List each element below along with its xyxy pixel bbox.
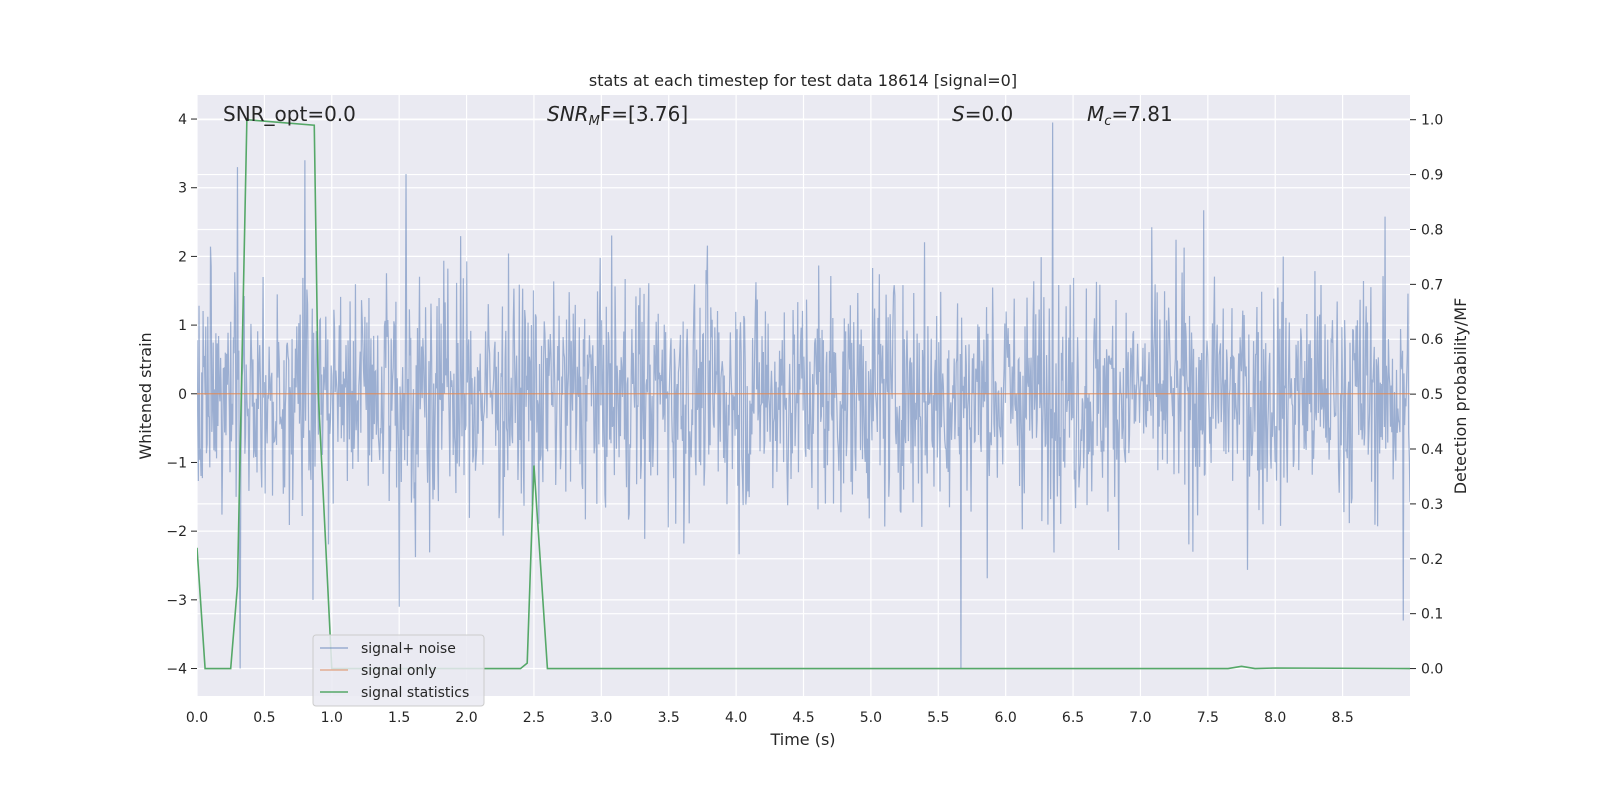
y-tick-label-left: −1 [166, 455, 187, 471]
x-tick-label: 5.0 [860, 710, 882, 726]
x-tick-label: 2.5 [523, 710, 545, 726]
annotation-mc-rest: =7.81 [1111, 102, 1172, 126]
y-tick-label-left: 2 [178, 249, 187, 265]
series-signal-statistics [197, 118, 1410, 670]
x-tick-label: 3.0 [590, 710, 612, 726]
y-tick-label-left: 3 [178, 181, 187, 197]
x-tick-label: 1.0 [321, 710, 343, 726]
plot-series [197, 118, 1410, 670]
annotation-s-rest: =0.0 [965, 102, 1014, 126]
x-tick-label: 1.5 [388, 710, 410, 726]
x-tick-label: 8.0 [1264, 710, 1286, 726]
y-axis-right-label: Detection probability/MF [1451, 298, 1470, 495]
x-tick-label: 8.5 [1331, 710, 1353, 726]
y-tick-label-left: −4 [166, 662, 187, 678]
x-tick-label: 3.5 [658, 710, 680, 726]
y-tick-label-right: 0.4 [1421, 442, 1443, 458]
annotation-mc: Mc=7.81 [1087, 102, 1173, 129]
annotation-snr-mf-name: SNR [547, 102, 589, 126]
annotation-snr-mf: SNRMF=[3.76] [547, 102, 688, 129]
y-axis-left-ticks: −4 −3 −2 −1 0 1 2 3 4 [166, 112, 197, 678]
y-tick-label-right: 0.1 [1421, 607, 1443, 623]
y-tick-label-right: 0.5 [1421, 387, 1443, 403]
annotation-snr-mf-rest: F=[3.76] [600, 102, 688, 126]
y-axis-right-ticks: 0.0 0.1 0.2 0.3 0.4 0.5 0.6 0.7 0.8 0.9 1.0 [1410, 113, 1443, 678]
x-tick-label: 4.5 [792, 710, 814, 726]
y-tick-label-left: 4 [178, 112, 187, 128]
legend-entry-signal-only: signal only [361, 663, 436, 679]
y-tick-label-left: 0 [178, 387, 187, 403]
y-tick-label-right: 0.3 [1421, 497, 1443, 513]
legend-entry-signal-statistics: signal statistics [361, 685, 469, 701]
y-tick-label-right: 0.2 [1421, 552, 1443, 568]
annotation-s-name: S [952, 102, 965, 126]
x-tick-label: 2.0 [455, 710, 477, 726]
y-tick-label-left: −2 [166, 524, 187, 540]
y-tick-label-right: 1.0 [1421, 113, 1443, 129]
x-tick-label: 7.0 [1129, 710, 1151, 726]
annotation-mc-sub: c [1104, 114, 1111, 129]
x-tick-label: 7.5 [1197, 710, 1219, 726]
x-tick-label: 6.5 [1062, 710, 1084, 726]
y-tick-label-right: 0.6 [1421, 332, 1443, 348]
y-tick-label-left: −3 [166, 593, 187, 609]
x-axis-ticks: 0.0 0.5 1.0 1.5 2.0 2.5 3.0 3.5 4.0 4.5 5.0 5.5 6.0 6… [186, 710, 1354, 726]
x-tick-label: 6.0 [995, 710, 1017, 726]
legend: signal+ noise signal only signal statist… [312, 634, 485, 707]
x-tick-label: 4.0 [725, 710, 747, 726]
chart-title: stats at each timestep for test data 186… [589, 71, 1017, 90]
x-axis-label: Time (s) [769, 730, 835, 749]
x-tick-label: 0.0 [186, 710, 208, 726]
y-tick-label-right: 0.0 [1421, 662, 1443, 678]
annotation-snr-mf-sub: M [589, 114, 600, 129]
y-axis-left-label: Whitened strain [136, 332, 155, 459]
y-tick-label-right: 0.8 [1421, 222, 1443, 238]
annotation-snr-opt: SNR_opt=0.0 [223, 102, 356, 126]
legend-entry-signal-noise: signal+ noise [361, 641, 456, 657]
series-signal-noise [197, 122, 1410, 669]
y-tick-label-left: 1 [178, 318, 187, 334]
y-tick-label-right: 0.9 [1421, 168, 1443, 184]
annotation-mc-name: M [1087, 102, 1104, 126]
y-tick-label-right: 0.7 [1421, 277, 1443, 293]
x-tick-label: 5.5 [927, 710, 949, 726]
legend-frame [312, 634, 485, 707]
x-tick-label: 0.5 [253, 710, 275, 726]
annotation-s: S=0.0 [952, 102, 1013, 126]
